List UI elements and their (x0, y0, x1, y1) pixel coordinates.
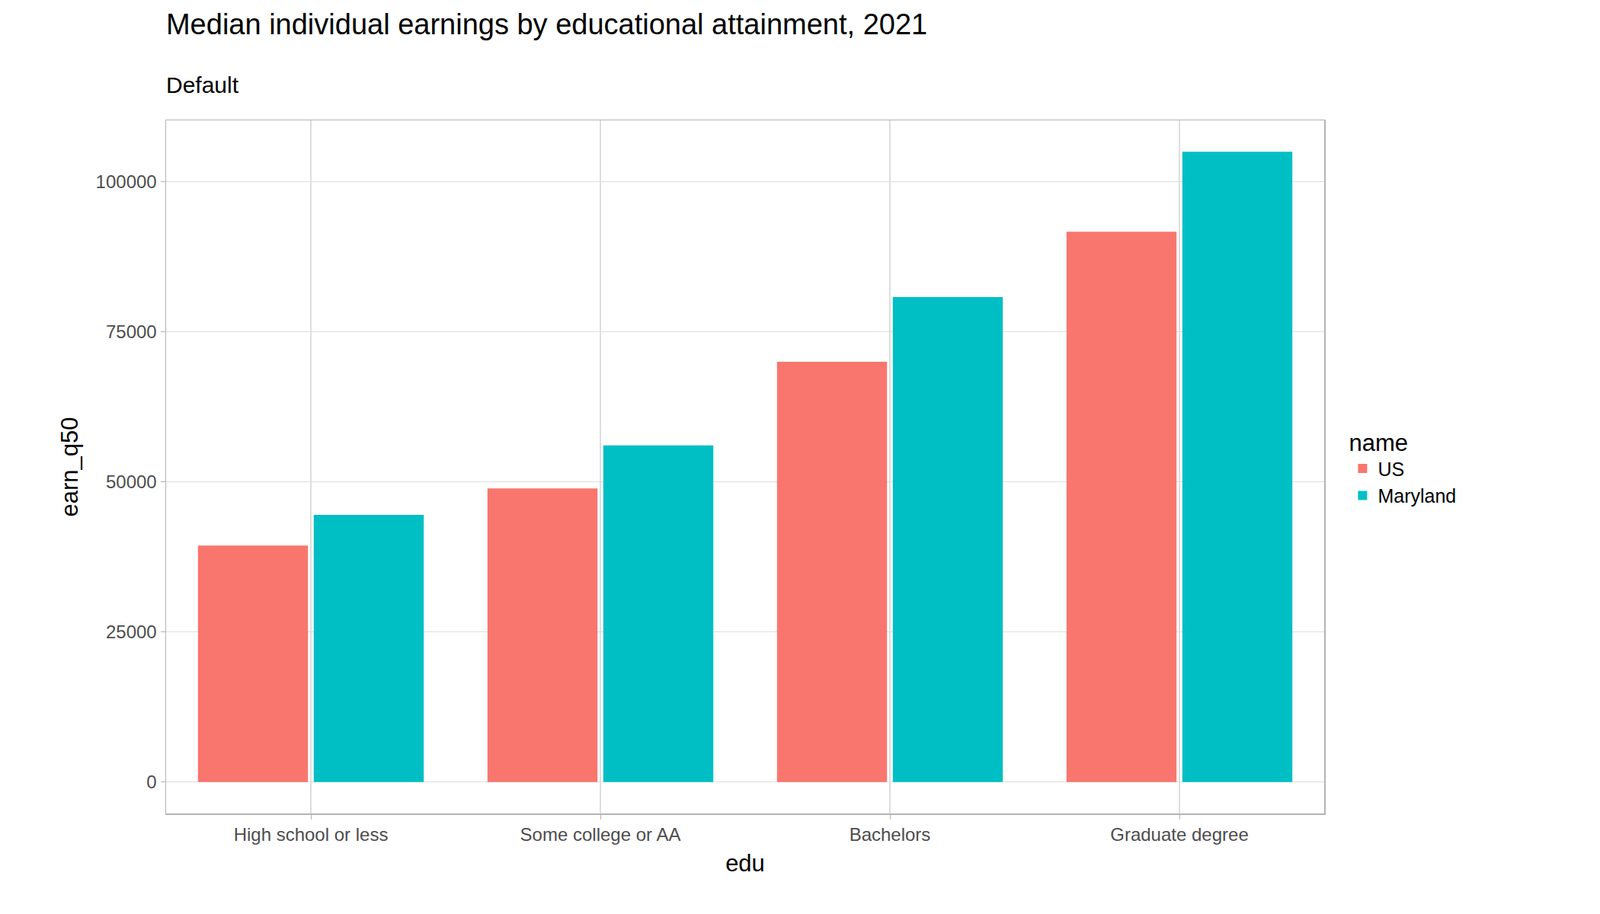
svg-text:Default: Default (166, 72, 240, 98)
svg-text:25000: 25000 (105, 621, 157, 643)
svg-text:Bachelors: Bachelors (849, 824, 932, 845)
svg-text:0: 0 (146, 771, 157, 793)
svg-text:US: US (1377, 458, 1405, 480)
svg-text:edu: edu (725, 850, 765, 877)
svg-text:Some college or AA: Some college or AA (520, 824, 682, 845)
svg-text:Median individual earnings by: Median individual earnings by educationa… (166, 8, 928, 41)
svg-text:Graduate degree: Graduate degree (1110, 824, 1248, 845)
svg-text:High school or less: High school or less (233, 824, 389, 845)
svg-text:50000: 50000 (105, 471, 157, 493)
svg-text:Maryland: Maryland (1377, 485, 1456, 507)
svg-text:100000: 100000 (96, 171, 157, 192)
svg-text:earn_q50: earn_q50 (56, 416, 84, 517)
svg-text:75000: 75000 (105, 321, 157, 343)
svg-text:name: name (1348, 429, 1408, 457)
